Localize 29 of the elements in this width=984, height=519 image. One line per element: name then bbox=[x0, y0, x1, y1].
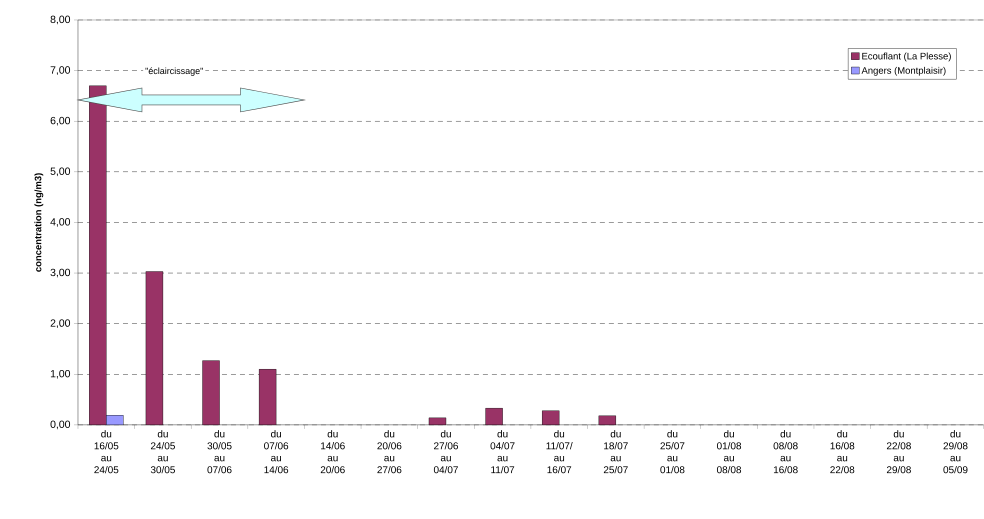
y-tick-label: 3,00 bbox=[50, 268, 70, 278]
x-tick-label: du 18/07 au 25/07 bbox=[604, 430, 628, 474]
x-tick-label: du 25/07 au 01/08 bbox=[660, 430, 684, 474]
legend-label: Ecouflant (La Plesse) bbox=[862, 52, 951, 62]
x-tick-label: du 11/07/ au 16/07 bbox=[546, 430, 573, 474]
y-tick-label: 5,00 bbox=[50, 168, 70, 176]
y-tick-label: 0,00 bbox=[50, 420, 70, 430]
x-tick-label: du 07/06 au 14/06 bbox=[264, 430, 288, 474]
y-tick-label: 6,00 bbox=[50, 116, 70, 126]
y-tick-label: 2,00 bbox=[50, 319, 70, 328]
y-tick-label: 7,00 bbox=[50, 66, 70, 75]
x-tick-label: du 24/05 au 30/05 bbox=[150, 430, 175, 474]
x-tick-label: du 04/07 au 11/07 bbox=[490, 430, 515, 474]
y-axis-title: concentration (ng/m3) bbox=[34, 173, 44, 272]
y-tick-label: 8,00 bbox=[50, 16, 70, 24]
y-tick-label: 4,00 bbox=[50, 218, 70, 227]
y-tick-label: 1,00 bbox=[50, 370, 70, 379]
x-tick-label: du 22/08 au 29/08 bbox=[886, 430, 911, 474]
legend-label: Angers (Montplaisir) bbox=[862, 66, 946, 76]
x-tick-label: du 01/08 au 08/08 bbox=[716, 430, 742, 474]
x-tick-label: du 20/06 au 27/06 bbox=[377, 430, 402, 474]
x-tick-label: du 16/08 au 22/08 bbox=[830, 430, 854, 474]
x-tick-label: du 08/08 au 16/08 bbox=[774, 430, 798, 474]
annotation: "éclaircissage" bbox=[146, 67, 203, 76]
x-tick-label: du 27/06 au 04/07 bbox=[434, 430, 458, 474]
x-tick-label: du 29/08 au 05/09 bbox=[943, 430, 968, 474]
x-tick-label: du 30/05 au 07/06 bbox=[207, 430, 232, 474]
x-tick-label: du 16/05 au 24/05 bbox=[94, 430, 118, 474]
x-tick-label: du 14/06 au 20/06 bbox=[320, 430, 345, 474]
